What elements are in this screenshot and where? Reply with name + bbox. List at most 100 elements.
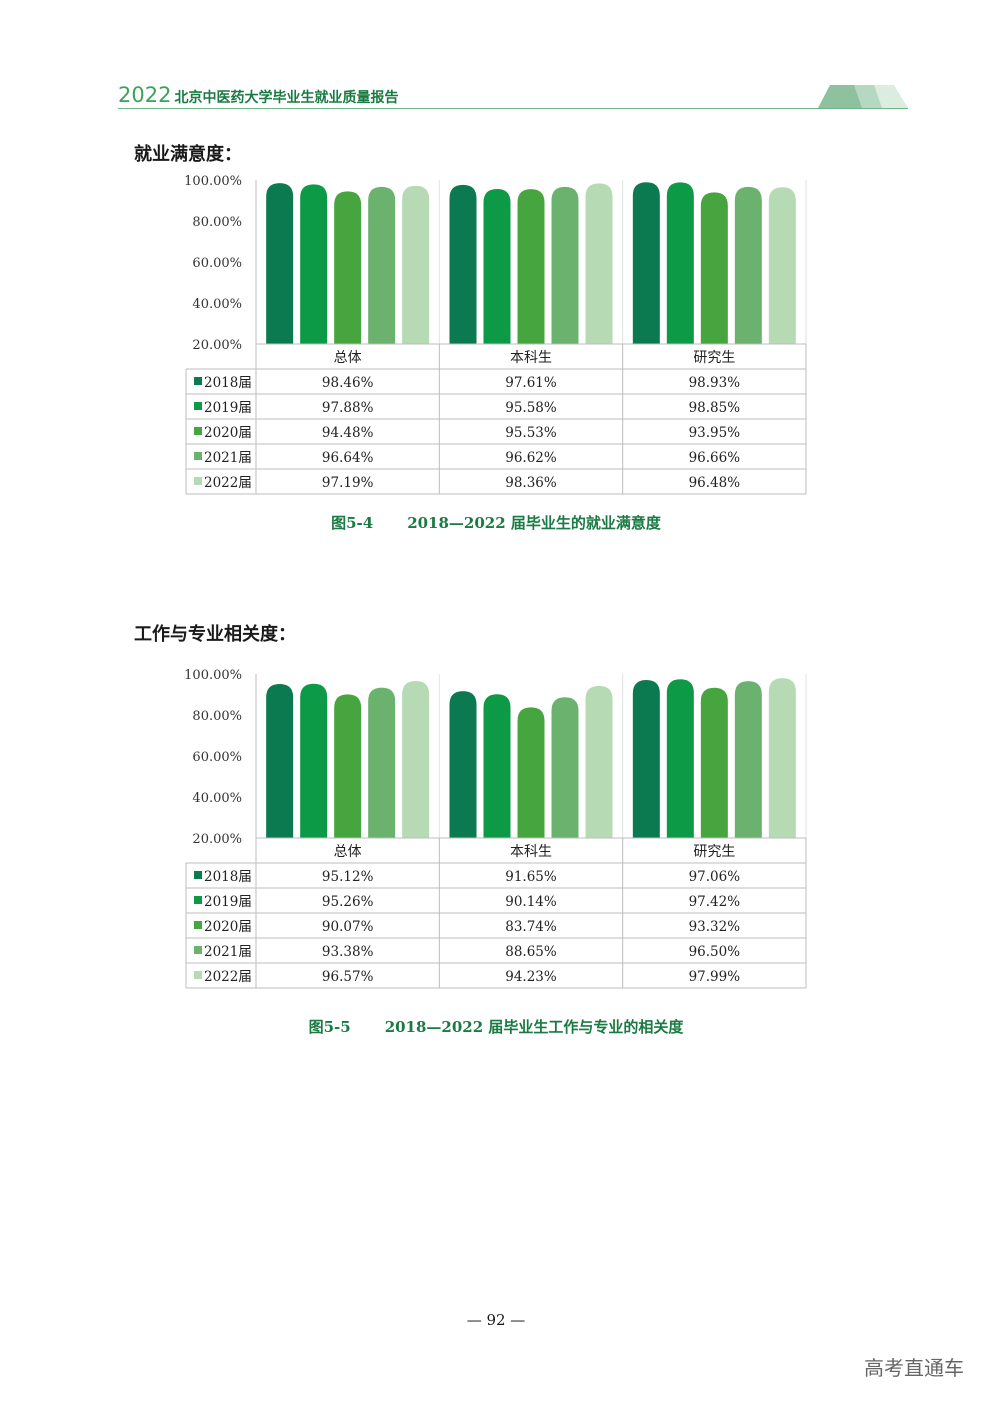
- data-label: 93.32%: [689, 919, 741, 935]
- data-label: 97.06%: [689, 869, 741, 885]
- bar-5-1: [402, 681, 430, 838]
- bar-3-3: [700, 192, 728, 344]
- header-year: 2022: [118, 83, 172, 107]
- legend-label: 2022届: [204, 475, 252, 491]
- bar-3-1: [334, 694, 362, 838]
- bar-5-3: [768, 187, 796, 344]
- bar-4-1: [368, 687, 396, 838]
- bar-5-1: [402, 185, 430, 344]
- bar-1-2: [449, 691, 477, 838]
- bar-2-1: [300, 184, 328, 344]
- y-tick-label: 20.00%: [192, 832, 242, 847]
- data-label: 98.93%: [689, 375, 741, 391]
- legend-swatch: [194, 896, 202, 904]
- category-label: 总体: [334, 350, 362, 366]
- legend-swatch: [194, 377, 202, 385]
- data-label: 91.65%: [505, 869, 557, 885]
- y-tick-label: 40.00%: [192, 297, 242, 312]
- data-label: 97.19%: [322, 475, 374, 491]
- data-label: 96.57%: [322, 969, 374, 985]
- bar-2-3: [666, 182, 694, 344]
- bar-3-2: [517, 707, 545, 838]
- data-label: 94.23%: [505, 969, 557, 985]
- section-title-satisfaction: 就业满意度：: [134, 144, 242, 165]
- header-rule: [118, 108, 908, 109]
- legend-swatch: [194, 477, 202, 485]
- legend-swatch: [194, 946, 202, 954]
- data-label: 96.66%: [689, 450, 741, 466]
- data-label: 83.74%: [505, 919, 557, 935]
- figure-caption-5-5: 图5-5 2018—2022 届毕业生工作与专业的相关度: [0, 1016, 992, 1037]
- bar-1-1: [266, 183, 294, 344]
- bar-5-2: [585, 183, 613, 344]
- chart-svg: 100.00% 80.00% 60.00% 40.00% 20.00% 总体 本科生 研究生 2…: [184, 174, 807, 495]
- legend-swatch: [194, 971, 202, 979]
- bar-4-3: [734, 186, 762, 344]
- data-label: 97.42%: [689, 894, 741, 910]
- data-label: 98.36%: [505, 475, 557, 491]
- legend-label: 2021届: [204, 944, 252, 960]
- caption-number: 图5-5: [308, 1018, 351, 1036]
- data-label: 93.38%: [322, 944, 374, 960]
- data-label: 90.07%: [322, 919, 374, 935]
- y-tick-label: 20.00%: [192, 338, 242, 353]
- legend-label: 2022届: [204, 969, 252, 985]
- data-label: 96.62%: [505, 450, 557, 466]
- category-label: 研究生: [693, 844, 735, 860]
- y-tick-label: 100.00%: [184, 668, 242, 683]
- page-number: — 92 —: [466, 1311, 526, 1329]
- category-label: 本科生: [510, 844, 552, 860]
- y-tick-label: 80.00%: [192, 709, 242, 724]
- data-label: 97.88%: [322, 400, 374, 416]
- legend-label: 2018届: [204, 375, 252, 391]
- legend-label: 2020届: [204, 919, 252, 935]
- y-tick-label: 60.00%: [192, 256, 242, 271]
- data-label: 88.65%: [505, 944, 557, 960]
- bar-1-3: [632, 182, 660, 344]
- bar-4-2: [551, 697, 579, 838]
- data-label: 93.95%: [689, 425, 741, 441]
- chart-svg: 100.00% 80.00% 60.00% 40.00% 20.00% 总体 本科生 研究生 2…: [184, 668, 807, 989]
- legend-swatch: [194, 427, 202, 435]
- category-label: 总体: [334, 844, 362, 860]
- data-label: 95.58%: [505, 400, 557, 416]
- bar-1-2: [449, 184, 477, 344]
- bar-4-3: [734, 681, 762, 838]
- data-label: 97.99%: [689, 969, 741, 985]
- header-title: 2022 北京中医药大学毕业生就业质量报告: [118, 83, 398, 107]
- caption-text: 2018—2022 届毕业生的就业满意度: [407, 514, 661, 532]
- category-label: 本科生: [510, 350, 552, 366]
- bar-2-3: [666, 679, 694, 838]
- bar-2-2: [483, 694, 511, 838]
- bar-5-3: [768, 678, 796, 838]
- watermark: 高考直通车: [864, 1356, 964, 1380]
- data-label: 98.85%: [689, 400, 741, 416]
- y-tick-label: 60.00%: [192, 750, 242, 765]
- data-label: 96.48%: [689, 475, 741, 491]
- data-label: 95.26%: [322, 894, 374, 910]
- page-header: 2022 北京中医药大学毕业生就业质量报告: [118, 80, 908, 112]
- y-tick-label: 100.00%: [184, 174, 242, 189]
- legend-label: 2021届: [204, 450, 252, 466]
- chart-major-relevance: 100.00% 80.00% 60.00% 40.00% 20.00% 总体 本科生 研究生 2…: [180, 654, 820, 994]
- figure-caption-5-4: 图5-4 2018—2022 届毕业生的就业满意度: [0, 512, 992, 533]
- data-label: 90.14%: [505, 894, 557, 910]
- data-label: 96.50%: [689, 944, 741, 960]
- data-label: 96.64%: [322, 450, 374, 466]
- category-label: 研究生: [693, 350, 735, 366]
- legend-label: 2019届: [204, 400, 252, 416]
- y-tick-label: 80.00%: [192, 215, 242, 230]
- legend-swatch: [194, 402, 202, 410]
- bar-2-2: [483, 189, 511, 344]
- bar-3-1: [334, 191, 362, 344]
- legend-label: 2020届: [204, 425, 252, 441]
- legend-swatch: [194, 871, 202, 879]
- data-label: 95.12%: [322, 869, 374, 885]
- caption-text: 2018—2022 届毕业生工作与专业的相关度: [384, 1018, 684, 1036]
- legend-swatch: [194, 921, 202, 929]
- caption-number: 图5-4: [331, 514, 374, 532]
- bar-1-3: [632, 680, 660, 838]
- data-label: 97.61%: [505, 375, 557, 391]
- section-title-relevance: 工作与专业相关度：: [134, 624, 296, 645]
- bar-4-1: [368, 186, 396, 344]
